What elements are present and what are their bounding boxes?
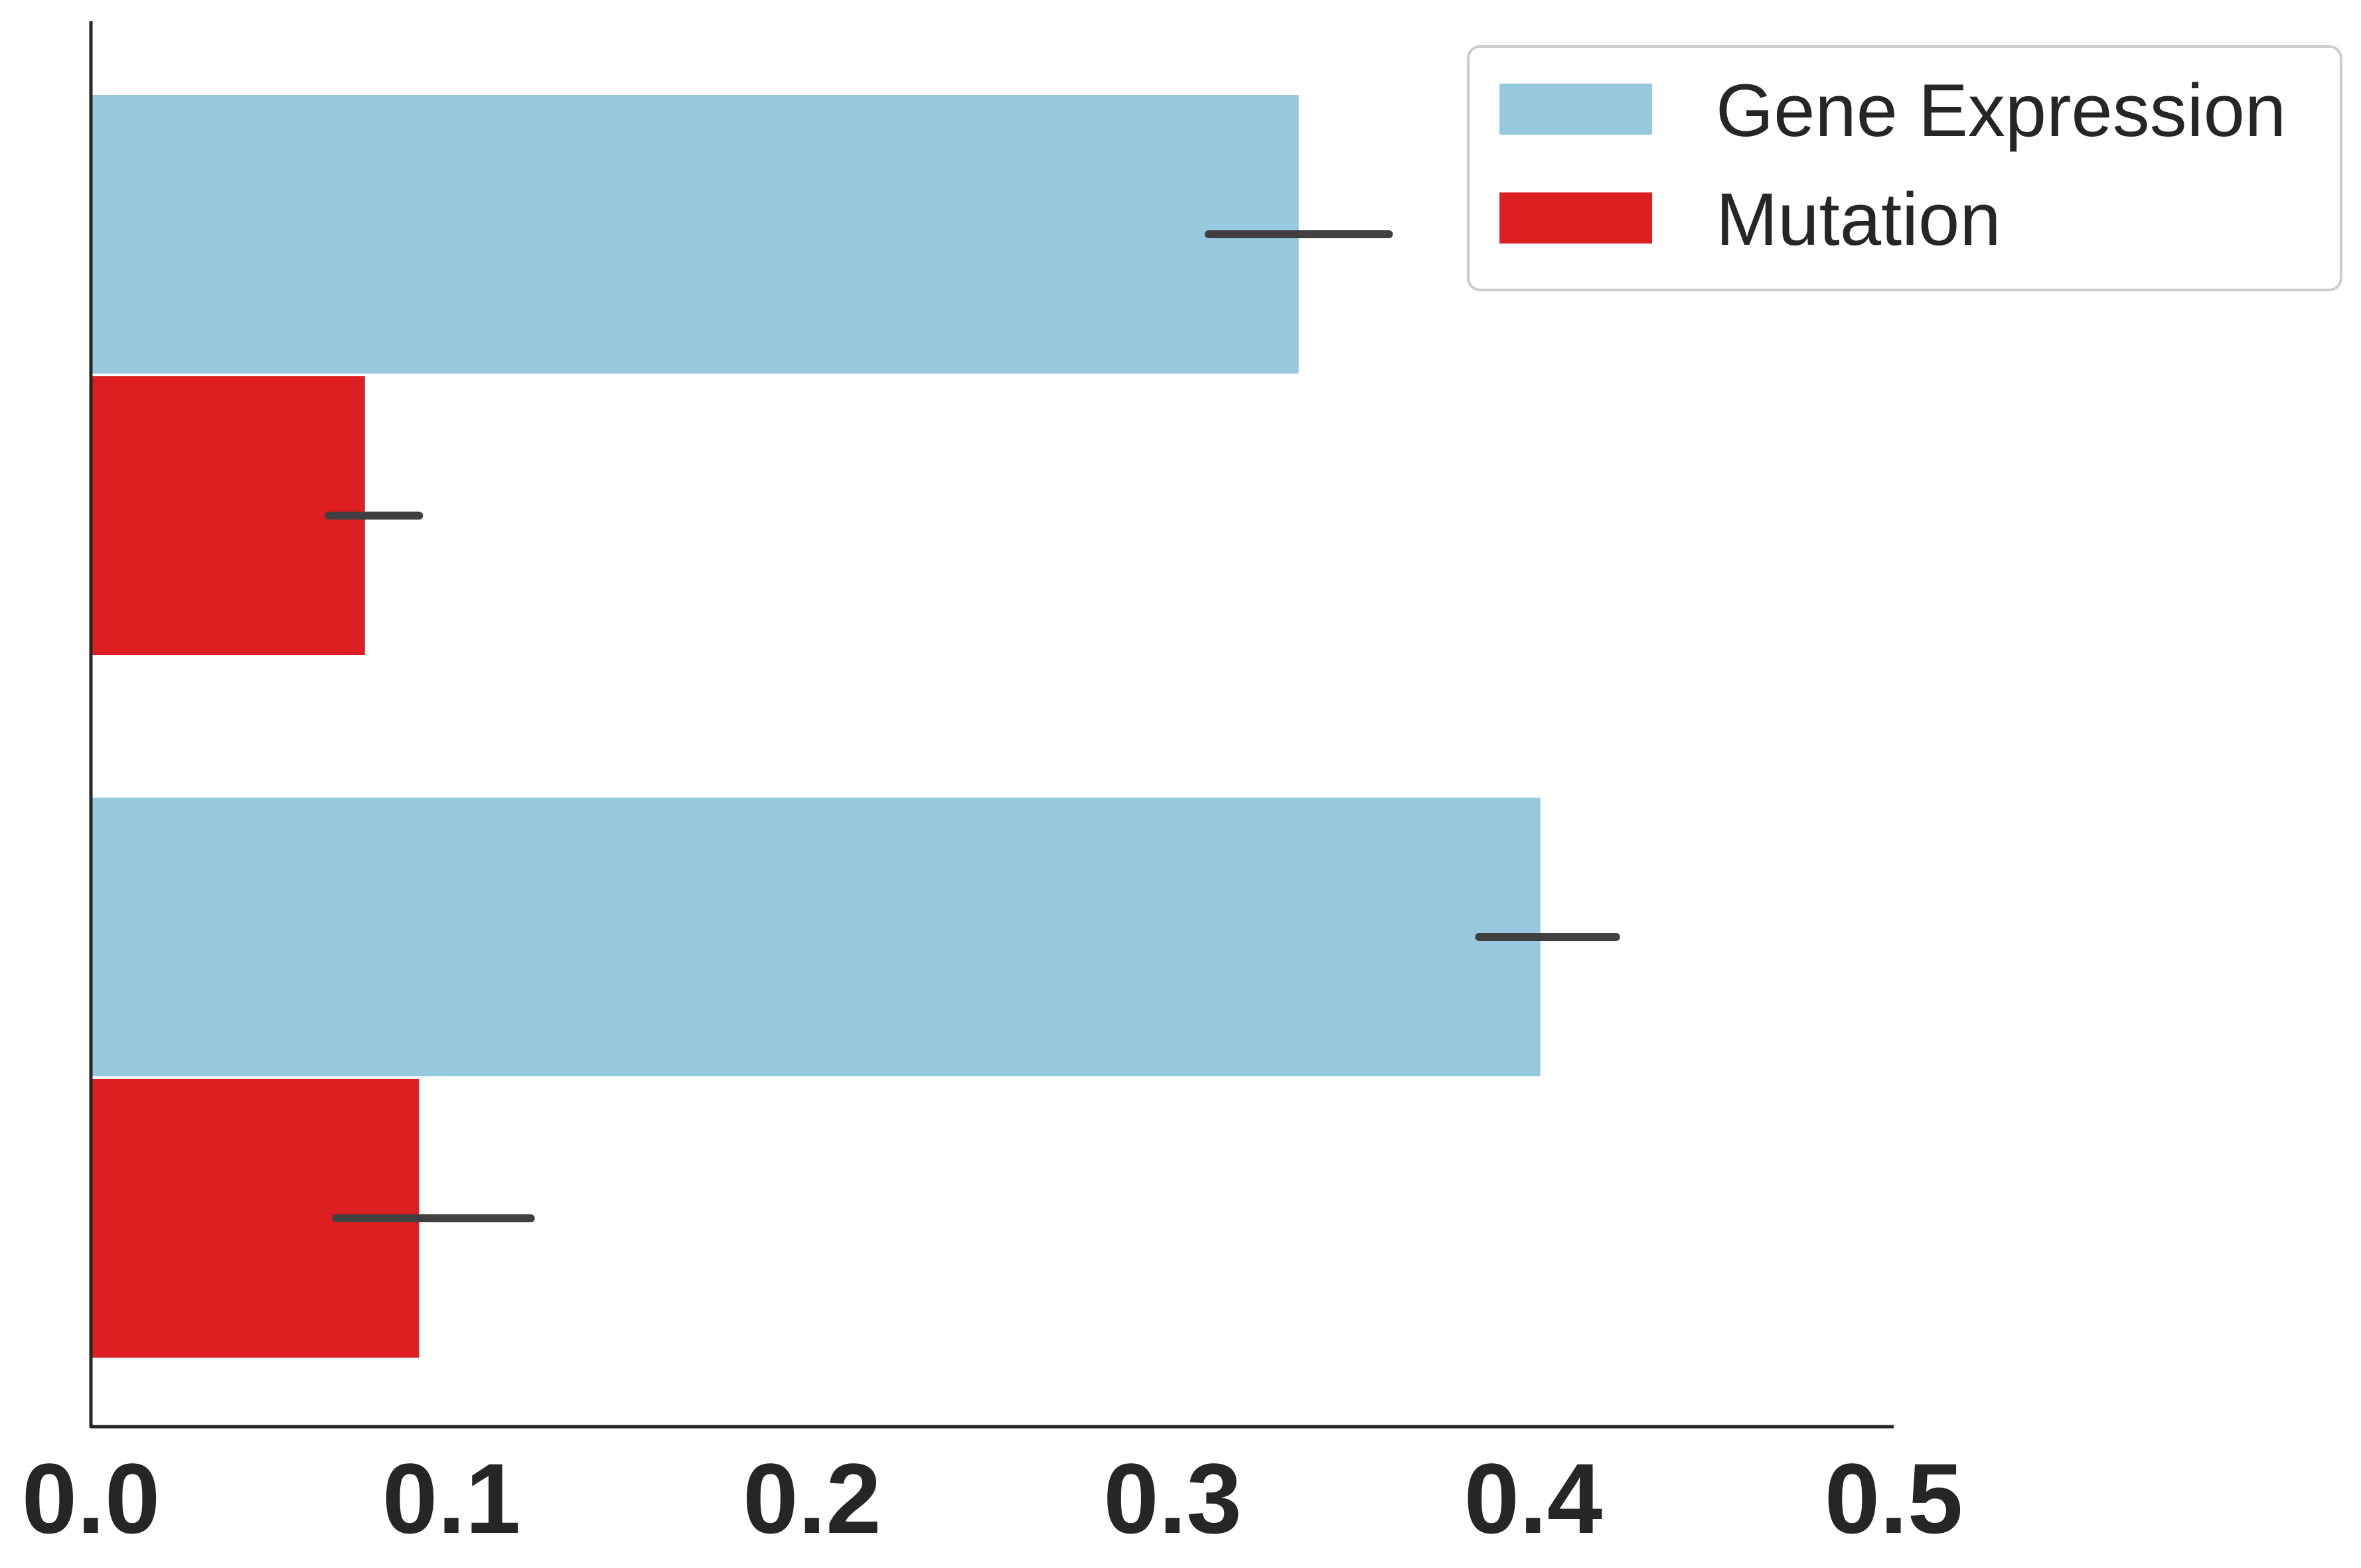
x-tick-label: 0.0 [22,1443,161,1554]
bar-mutation-1 [91,376,365,655]
legend-label-gene-expression: Gene Expression [1716,69,2286,152]
error-bars-layer [325,230,1620,1222]
x-tick-label: 0.1 [382,1443,521,1554]
bars-layer [91,95,1541,1358]
x-tick-label: 0.3 [1103,1443,1242,1554]
x-tick-label: 0.4 [1464,1443,1603,1554]
legend-label-mutation: Mutation [1716,178,2001,261]
x-tick-labels: 0.0 0.1 0.2 0.3 0.4 0.5 [22,1443,1963,1554]
legend-swatch-mutation [1499,192,1652,244]
bar-gene-expression-2 [91,798,1541,1076]
legend-swatch-gene-expression [1499,84,1652,135]
x-tick-label: 0.5 [1825,1443,1963,1554]
legend: Gene Expression Mutation [1467,45,2342,291]
x-tick-label: 0.2 [743,1443,881,1554]
legend-box [1467,45,2342,291]
bar-gene-expression-1 [91,95,1299,374]
